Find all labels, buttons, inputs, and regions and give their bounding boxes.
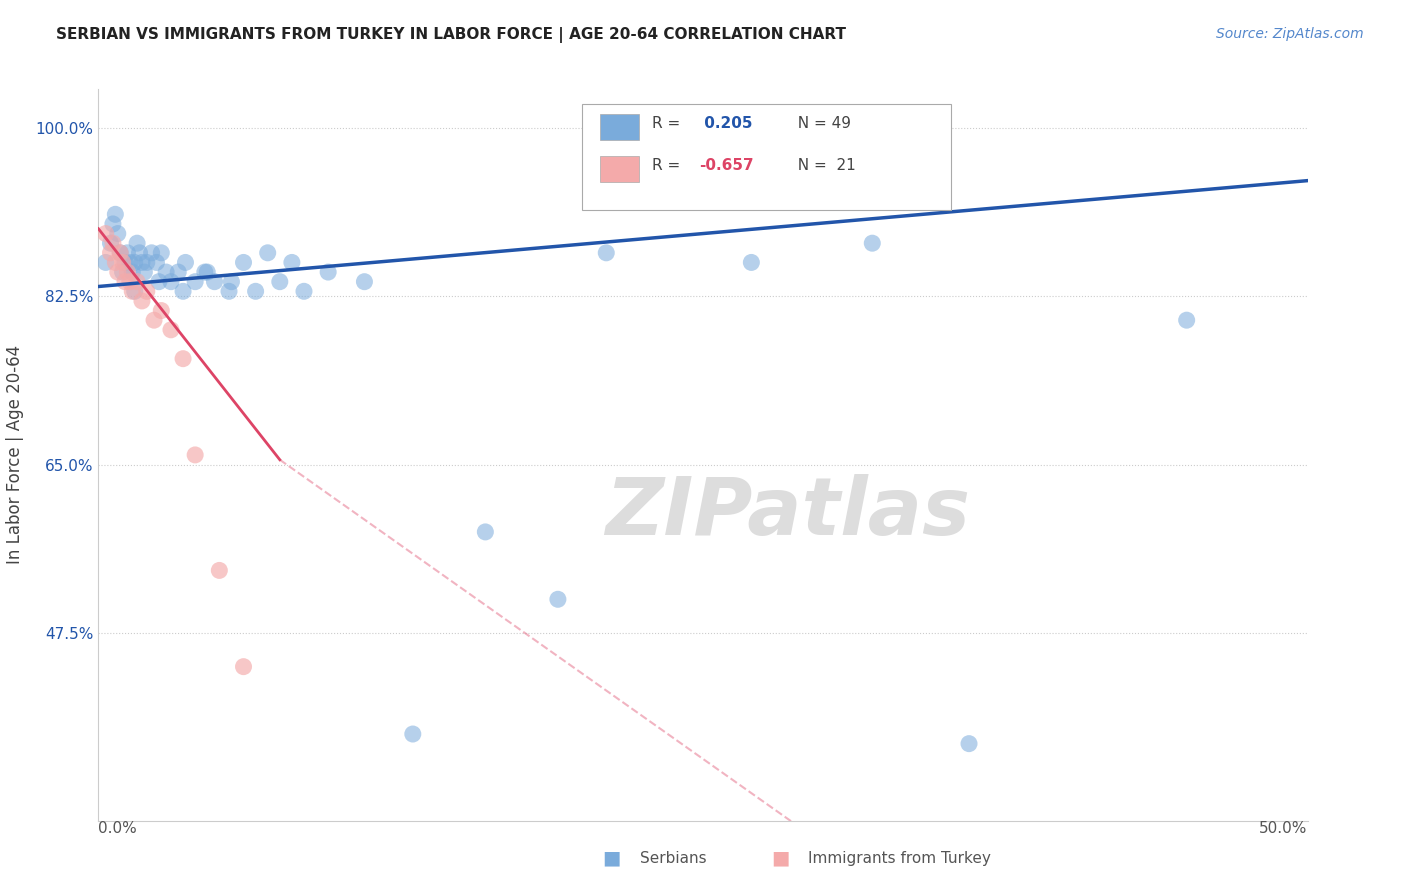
Point <box>208 563 231 577</box>
Point <box>474 524 496 539</box>
Point <box>160 275 183 289</box>
Text: 0.205: 0.205 <box>699 116 752 131</box>
Point <box>118 255 141 269</box>
Point <box>184 448 207 462</box>
Text: -0.657: -0.657 <box>699 158 754 173</box>
Point <box>292 285 315 299</box>
Point <box>135 255 157 269</box>
Text: 50.0%: 50.0% <box>1260 821 1308 836</box>
Point <box>141 245 163 260</box>
Point <box>143 313 166 327</box>
Y-axis label: In Labor Force | Age 20-64: In Labor Force | Age 20-64 <box>7 345 24 565</box>
Point <box>121 285 143 299</box>
Point <box>117 265 139 279</box>
Text: R =: R = <box>652 158 685 173</box>
Text: SERBIAN VS IMMIGRANTS FROM TURKEY IN LABOR FORCE | AGE 20-64 CORRELATION CHART: SERBIAN VS IMMIGRANTS FROM TURKEY IN LAB… <box>56 27 846 43</box>
Point <box>108 245 131 260</box>
Point <box>204 275 226 289</box>
Point <box>128 245 150 260</box>
Point <box>107 265 129 279</box>
Point <box>167 265 190 279</box>
Point <box>104 255 127 269</box>
Point <box>101 236 124 251</box>
Text: R =: R = <box>652 116 685 131</box>
Point <box>127 236 149 251</box>
Point <box>114 275 136 289</box>
Point <box>860 236 883 251</box>
Point <box>150 303 173 318</box>
Text: Source: ZipAtlas.com: Source: ZipAtlas.com <box>1216 27 1364 41</box>
Point <box>145 255 167 269</box>
Point <box>148 275 170 289</box>
Point <box>957 737 980 751</box>
Point <box>218 285 240 299</box>
Text: N =  21: N = 21 <box>787 158 855 173</box>
Point <box>353 275 375 289</box>
Point <box>118 275 141 289</box>
Point <box>195 265 218 279</box>
Point <box>245 285 267 299</box>
Text: Serbians: Serbians <box>640 851 706 865</box>
Point <box>111 265 134 279</box>
Point <box>256 245 278 260</box>
Point <box>547 592 569 607</box>
Point <box>221 275 243 289</box>
Text: 0.0%: 0.0% <box>98 821 138 836</box>
Bar <box>600 114 638 140</box>
Point <box>131 293 153 308</box>
Point <box>740 255 762 269</box>
Point <box>172 285 194 299</box>
Point <box>194 265 217 279</box>
Point <box>232 659 254 673</box>
Point <box>135 285 157 299</box>
Text: Immigrants from Turkey: Immigrants from Turkey <box>808 851 991 865</box>
Point <box>160 323 183 337</box>
Bar <box>600 156 638 182</box>
Point <box>101 217 124 231</box>
Point <box>172 351 194 366</box>
Point <box>155 265 177 279</box>
Point <box>114 255 136 269</box>
FancyBboxPatch shape <box>582 103 950 210</box>
Point <box>111 255 134 269</box>
Point <box>269 275 291 289</box>
Point <box>281 255 304 269</box>
Point <box>131 255 153 269</box>
Point <box>100 245 122 260</box>
Point <box>150 245 173 260</box>
Point <box>94 255 117 269</box>
Point <box>121 265 143 279</box>
Point <box>402 727 425 741</box>
Point <box>184 275 207 289</box>
Point <box>94 227 117 241</box>
Point <box>127 275 149 289</box>
Point <box>124 255 146 269</box>
Text: N = 49: N = 49 <box>787 116 851 131</box>
Text: ■: ■ <box>770 848 790 868</box>
Point <box>100 236 122 251</box>
Point <box>117 245 139 260</box>
Point <box>108 245 131 260</box>
Point <box>316 265 339 279</box>
Point <box>124 285 146 299</box>
Point <box>104 207 127 221</box>
Point <box>1175 313 1198 327</box>
Point <box>134 265 156 279</box>
Point <box>232 255 254 269</box>
Point <box>595 245 617 260</box>
Point <box>107 227 129 241</box>
Point <box>174 255 197 269</box>
Text: ZIPatlas: ZIPatlas <box>605 475 970 552</box>
Text: ■: ■ <box>602 848 621 868</box>
